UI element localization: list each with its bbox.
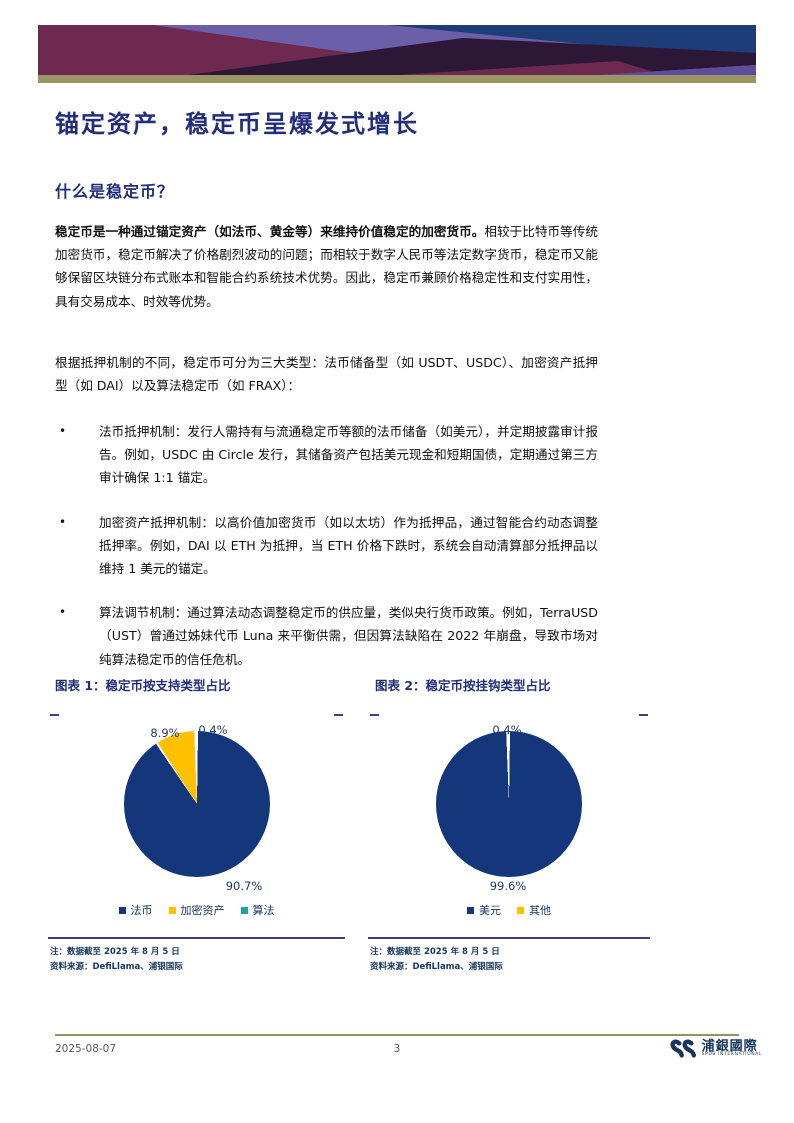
legend-item: 法币: [118, 902, 153, 918]
legend-label: 法币: [130, 904, 153, 917]
figure-2-chart: 0.4% 99.6% 美元 其他: [368, 710, 650, 937]
figure-1-legend: 法币 加密资产 算法: [48, 902, 345, 918]
bullet-text-fiat: 法币抵押机制：发行人需持有与流通稳定币等额的法币储备（如美元），并定期披露审计报…: [99, 424, 598, 486]
axis-tick-dash: [639, 714, 648, 716]
pie-label-crypto: 8.9%: [150, 726, 180, 740]
pie-chart-backing-type: [123, 731, 270, 877]
legend-swatch-usd: [467, 906, 474, 914]
legend-item: 美元: [467, 902, 501, 918]
figure-1-notes: 注：数据截至 2025 年 8 月 5 日 资料来源：DefiLlama、浦银国…: [48, 945, 345, 975]
figure-note: 注：数据截至 2025 年 8 月 5 日: [50, 947, 180, 957]
pie-chart-peg-type: [436, 731, 582, 877]
figure-1-chart: 8.9% 0.4% 90.7% 法币 加密资产 算法: [48, 710, 345, 937]
legend-label: 美元: [479, 904, 501, 917]
spdb-logo-icon: [669, 1039, 696, 1058]
paragraph-intro-lead: 稳定币是一种通过锚定资产（如法币、黄金等）来维持价值稳定的加密货币。: [55, 224, 485, 239]
figure-note: 注：数据截至 2025 年 8 月 5 日: [370, 947, 500, 957]
list-item: • 法币抵押机制：发行人需持有与流通稳定币等额的法币储备（如美元），并定期披露审…: [55, 420, 598, 490]
bullet-icon: •: [59, 424, 67, 438]
banner-art: [38, 25, 756, 75]
legend-label: 算法: [252, 904, 275, 917]
paragraph-intro: 稳定币是一种通过锚定资产（如法币、黄金等）来维持价值稳定的加密货币。相较于比特币…: [55, 220, 598, 313]
list-item: • 加密资产抵押机制：以高价值加密货币（如以太坊）作为抵押品，通过智能合约动态调…: [55, 511, 598, 581]
bullet-text-algo: 算法调节机制：通过算法动态调整稳定币的供应量，类似央行货币政策。例如，Terra…: [99, 605, 598, 667]
paragraph-types: 根据抵押机制的不同，稳定币可分为三大类型：法币储备型（如 USDT、USDC）、…: [55, 355, 598, 394]
spdb-international-logo: 浦銀國際 SPDB INTERNATIONAL: [669, 1037, 762, 1061]
footer-rule: [55, 1034, 739, 1036]
list-item: • 算法调节机制：通过算法动态调整稳定币的供应量，类似央行货币政策。例如，Ter…: [55, 601, 598, 671]
legend-swatch-crypto: [168, 906, 176, 914]
logo-text-block: 浦銀國際 SPDB INTERNATIONAL: [702, 1040, 762, 1058]
section-heading: 什么是稳定币？: [55, 182, 175, 201]
pie-label-algo: 0.4%: [198, 723, 228, 737]
paragraph-intro-rest: 相较于比特币等传统加密货币，稳定币解决了价格剧烈波动的问题；而相较于数字人民币等…: [55, 224, 599, 309]
bullet-icon: •: [59, 605, 67, 620]
legend-swatch-other: [517, 906, 524, 914]
pie-label-fiat: 90.7%: [225, 879, 263, 893]
figure-source: 资料来源：DefiLlama、浦银国际: [370, 962, 503, 972]
figure-1-caption: 图表 1：稳定币按支持类型占比: [55, 678, 231, 693]
figure-1: 图表 1：稳定币按支持类型占比 8.9% 0.4% 90.7% 法币 加密资产: [48, 676, 345, 975]
legend-item: 加密资产: [168, 902, 225, 918]
legend-label: 加密资产: [180, 904, 225, 917]
legend-item: 算法: [240, 902, 275, 918]
bullet-text-crypto: 加密资产抵押机制：以高价值加密货币（如以太坊）作为抵押品，通过智能合约动态调整抵…: [99, 514, 598, 577]
axis-tick-dash: [370, 714, 379, 716]
banner-olive-strip: [38, 75, 756, 83]
header-banner-graphic: [38, 25, 756, 83]
page-number: 3: [393, 1043, 401, 1055]
pie-label-other: 0.4%: [492, 723, 522, 737]
legend-item: 其他: [517, 902, 551, 918]
figure-2-caption: 图表 2：稳定币按挂钩类型占比: [375, 678, 551, 693]
legend-swatch-algo: [240, 906, 248, 914]
page-title: 锚定资产，稳定币呈爆发式增长: [55, 110, 419, 138]
axis-tick-dash: [50, 714, 59, 716]
logo-subtitle: SPDB INTERNATIONAL: [701, 1052, 762, 1058]
pie-label-usd: 99.6%: [489, 879, 527, 893]
legend-label: 其他: [529, 904, 551, 917]
axis-tick-dash: [334, 714, 343, 716]
figure-2-notes: 注：数据截至 2025 年 8 月 5 日 资料来源：DefiLlama、浦银国…: [368, 945, 650, 975]
figure-source: 资料来源：DefiLlama、浦银国际: [50, 962, 183, 972]
footer-date: 2025-08-07: [55, 1043, 117, 1055]
bullet-list: • 法币抵押机制：发行人需持有与流通稳定币等额的法币储备（如美元），并定期披露审…: [55, 420, 598, 692]
figure-2: 图表 2：稳定币按挂钩类型占比 0.4% 99.6% 美元 其他: [368, 676, 650, 975]
figure-divider: [368, 937, 650, 939]
legend-swatch-fiat: [118, 906, 126, 914]
bullet-icon: •: [59, 514, 67, 529]
figure-row: 图表 1：稳定币按支持类型占比 8.9% 0.4% 90.7% 法币 加密资产: [48, 676, 650, 975]
figure-divider: [48, 937, 345, 939]
figure-2-legend: 美元 其他: [368, 902, 650, 918]
logo-name: 浦銀國際: [701, 1038, 758, 1054]
